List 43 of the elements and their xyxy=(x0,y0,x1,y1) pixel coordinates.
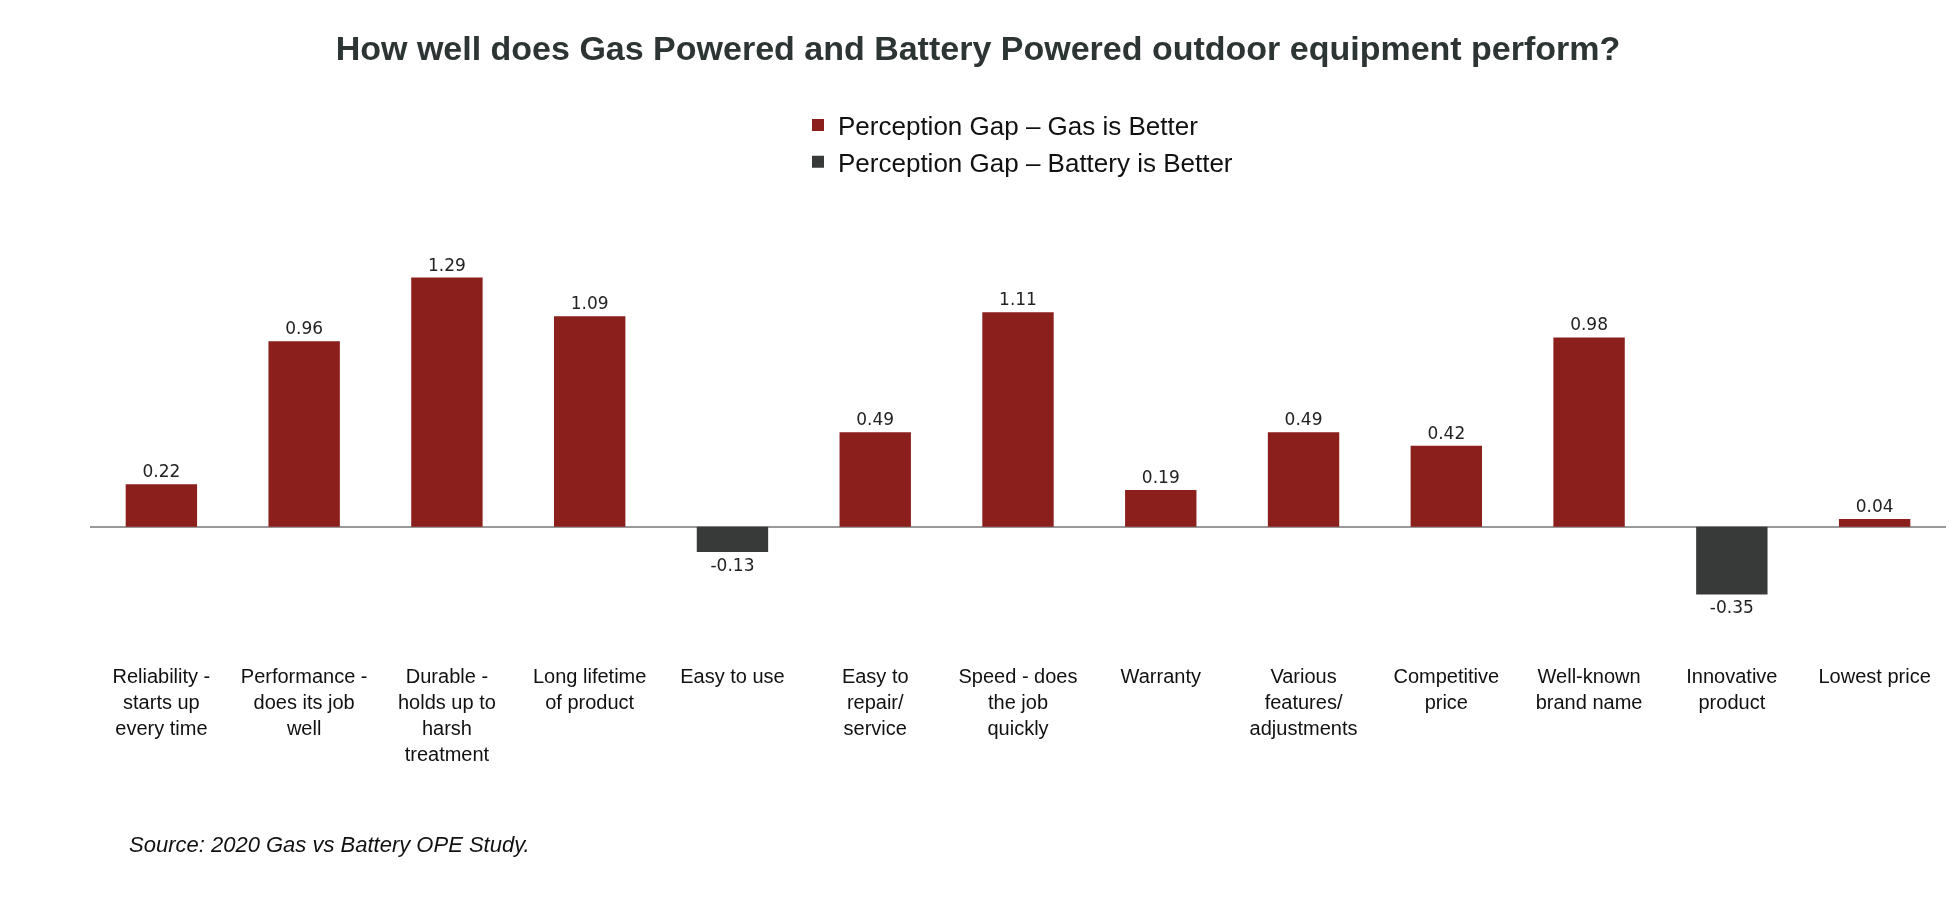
x-tick-label: Easy to use xyxy=(680,665,785,687)
x-tick-label: Warranty xyxy=(1120,665,1201,687)
bar xyxy=(125,484,198,527)
data-label: 1.09 xyxy=(570,293,609,314)
x-tick-label: Long lifetime of product xyxy=(532,665,647,713)
bar xyxy=(1125,490,1197,527)
bar xyxy=(1838,519,1911,527)
data-label: 0.42 xyxy=(1427,422,1466,443)
bar xyxy=(1696,526,1768,595)
x-tick-label: Various features/ adjustments xyxy=(1249,665,1358,739)
data-label: 1.29 xyxy=(428,254,466,275)
legend-label: Perception Gap – Battery is Better xyxy=(838,147,1233,178)
x-tick-label: Durable - holds up to harsh treatment xyxy=(397,665,496,765)
x-tick-label: Reliability - starts up every time xyxy=(112,665,211,739)
chart-title: How well does Gas Powered and Battery Powered outdoor equipment perform? xyxy=(335,29,1621,68)
data-label: 0.49 xyxy=(856,409,895,430)
data-label: 0.49 xyxy=(1284,409,1323,430)
data-label: 0.98 xyxy=(1570,314,1608,335)
source-note: Source: 2020 Gas vs Battery OPE Study. xyxy=(129,832,530,857)
data-label: 0.19 xyxy=(1141,467,1180,488)
bar xyxy=(554,316,626,527)
legend-label: Perception Gap – Gas is Better xyxy=(838,111,1199,142)
bar xyxy=(1410,445,1482,527)
data-label: 0.04 xyxy=(1855,496,1894,517)
data-label: -0.13 xyxy=(710,554,755,575)
x-tick-label: Competitive price xyxy=(1393,665,1500,713)
bar xyxy=(268,341,340,527)
data-label: -0.35 xyxy=(1709,597,1754,618)
bar xyxy=(982,312,1054,527)
x-tick-label: Well-known brand name xyxy=(1535,665,1643,713)
x-tick-label: Lowest price xyxy=(1818,665,1931,687)
bar xyxy=(1553,337,1625,527)
x-tick-label: Performance - does its job well xyxy=(240,665,368,739)
x-tick-label: Innovative product xyxy=(1686,665,1778,713)
data-label: 0.22 xyxy=(142,461,181,482)
bar xyxy=(696,526,769,552)
x-tick-label: Easy to repair/ service xyxy=(841,665,909,739)
bar xyxy=(1267,432,1340,527)
bar xyxy=(411,277,483,527)
x-tick-label: Speed - does the job quickly xyxy=(958,665,1078,739)
data-label: 1.11 xyxy=(999,289,1037,310)
data-label: 0.96 xyxy=(285,318,324,339)
bar xyxy=(839,432,911,527)
